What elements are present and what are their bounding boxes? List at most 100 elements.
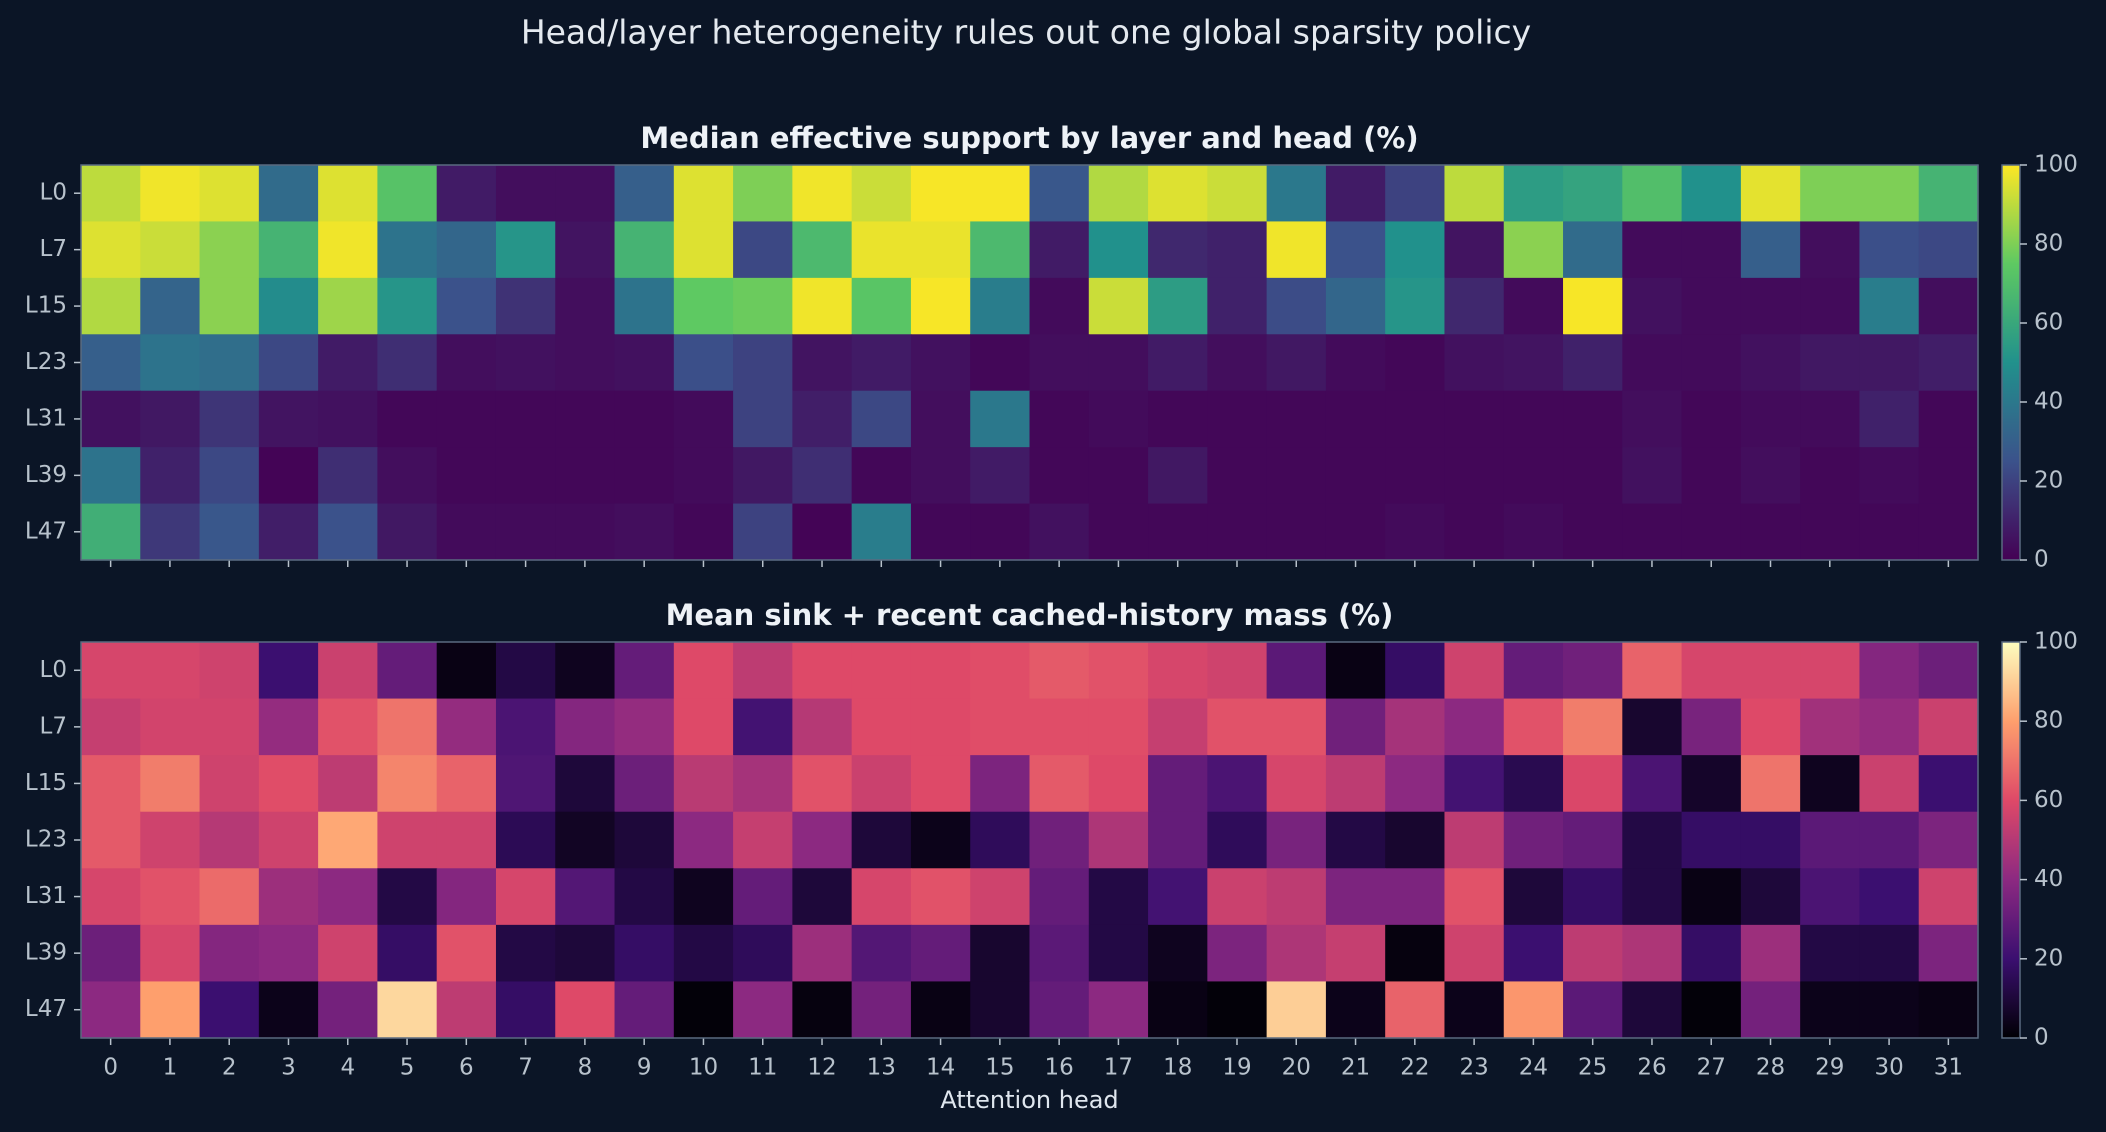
heatmap-cell	[199, 503, 260, 561]
heatmap-cell	[1088, 924, 1149, 983]
heatmap-cell	[199, 924, 260, 983]
heatmap-cell	[377, 924, 438, 983]
heatmap-cell	[1503, 277, 1564, 335]
heatmap-cell	[970, 642, 1031, 700]
panel-title: Mean sink + recent cached-history mass (…	[666, 598, 1394, 632]
x-tick-label: 22	[1400, 1055, 1429, 1081]
heatmap-cell	[910, 755, 971, 813]
heatmap-cell	[733, 334, 793, 392]
heatmap-cell	[1385, 503, 1446, 561]
heatmap-cell	[436, 503, 497, 561]
heatmap-cell	[258, 924, 319, 983]
heatmap-cell	[1029, 755, 1090, 813]
heatmap-cell	[258, 811, 319, 869]
heatmap-cell	[910, 642, 971, 700]
heatmap-cell	[673, 390, 734, 448]
heatmap-cell	[1622, 334, 1683, 392]
heatmap-cell	[1029, 165, 1090, 223]
heatmap-cell	[614, 503, 675, 561]
heatmap-cell	[673, 277, 734, 335]
heatmap-cell	[673, 811, 734, 869]
colorbar-tick-label: 0	[2034, 1025, 2049, 1051]
heatmap-cell	[910, 698, 971, 756]
heatmap-cell	[199, 165, 260, 223]
heatmap-cell	[1740, 165, 1801, 223]
heatmap-cell	[792, 811, 853, 869]
heatmap-cell	[1444, 924, 1505, 983]
heatmap-cell	[614, 811, 675, 869]
heatmap-cell	[1918, 868, 1979, 926]
heatmap-cell	[792, 642, 853, 700]
heatmap-cell	[258, 503, 319, 561]
heatmap-cell	[1266, 642, 1327, 700]
x-tick-label: 10	[689, 1055, 718, 1081]
heatmap-cell	[1563, 165, 1623, 223]
heatmap-cell	[1740, 698, 1801, 756]
heatmap-cell	[1029, 503, 1090, 561]
heatmap-cell	[1563, 924, 1623, 983]
heatmap-cell	[1918, 165, 1979, 223]
heatmap-cell	[851, 503, 912, 561]
heatmap-cell	[970, 390, 1031, 448]
heatmap-cell	[1325, 334, 1386, 392]
heatmap-cell	[851, 642, 912, 700]
x-tick-label: 9	[637, 1055, 652, 1081]
heatmap-cell	[1681, 755, 1742, 813]
heatmap-cell	[199, 277, 260, 335]
heatmap-cell	[1622, 698, 1683, 756]
heatmap-cell	[792, 868, 853, 926]
heatmap-cell	[140, 868, 201, 926]
y-tick-label: L47	[25, 996, 67, 1022]
heatmap-cell	[673, 334, 734, 392]
heatmap-cell	[851, 277, 912, 335]
heatmap-cell	[851, 755, 912, 813]
heatmap-cell	[377, 755, 438, 813]
heatmap-cell	[1148, 390, 1208, 448]
heatmap-cell	[377, 503, 438, 561]
heatmap-cell	[1563, 755, 1623, 813]
plot-frame	[80, 164, 1979, 561]
heatmap-cell	[258, 981, 319, 1039]
heatmap-cell	[1385, 868, 1446, 926]
heatmap-cell	[1325, 503, 1386, 561]
y-tick-label: L7	[40, 236, 67, 262]
x-tick-label: 14	[926, 1055, 955, 1081]
heatmap-cell	[851, 698, 912, 756]
heatmap-cell	[1800, 755, 1861, 813]
heatmap-cell	[910, 503, 971, 561]
heatmap-cell	[1800, 165, 1861, 223]
heatmap-cell	[1444, 868, 1505, 926]
heatmap-cell	[199, 447, 260, 505]
heatmap-cell	[970, 221, 1031, 279]
heatmap-cell	[614, 698, 675, 756]
y-tick-label: L0	[40, 657, 67, 683]
heatmap-cell	[199, 755, 260, 813]
heatmap-cell	[1859, 755, 1920, 813]
heatmap-cell	[318, 755, 379, 813]
heatmap-cell	[318, 868, 379, 926]
heatmap-cell	[140, 390, 201, 448]
heatmap-cell	[673, 165, 734, 223]
plot-frame	[80, 641, 1979, 1039]
heatmap-cell	[1918, 924, 1979, 983]
heatmap-cell	[1207, 811, 1268, 869]
heatmap-cell	[1622, 981, 1683, 1039]
colorbar	[2001, 641, 2021, 1039]
heatmap-cell	[1800, 698, 1861, 756]
heatmap-cell	[1503, 811, 1564, 869]
heatmap-cell	[1385, 811, 1446, 869]
heatmap-cell	[436, 811, 497, 869]
colorbar-tick-label: 40	[2034, 866, 2063, 892]
heatmap-cell	[1088, 277, 1149, 335]
heatmap-cell	[140, 503, 201, 561]
heatmap-cell	[1918, 334, 1979, 392]
heatmap-cell	[81, 698, 141, 756]
heatmap-cell	[1029, 447, 1090, 505]
heatmap-cell	[1444, 755, 1505, 813]
y-tick-label: L39	[25, 462, 67, 488]
heatmap-cell	[555, 981, 616, 1039]
heatmap-cell	[614, 981, 675, 1039]
x-tick-label: 28	[1756, 1055, 1785, 1081]
heatmap-cell	[1385, 981, 1446, 1039]
heatmap-cell	[377, 868, 438, 926]
